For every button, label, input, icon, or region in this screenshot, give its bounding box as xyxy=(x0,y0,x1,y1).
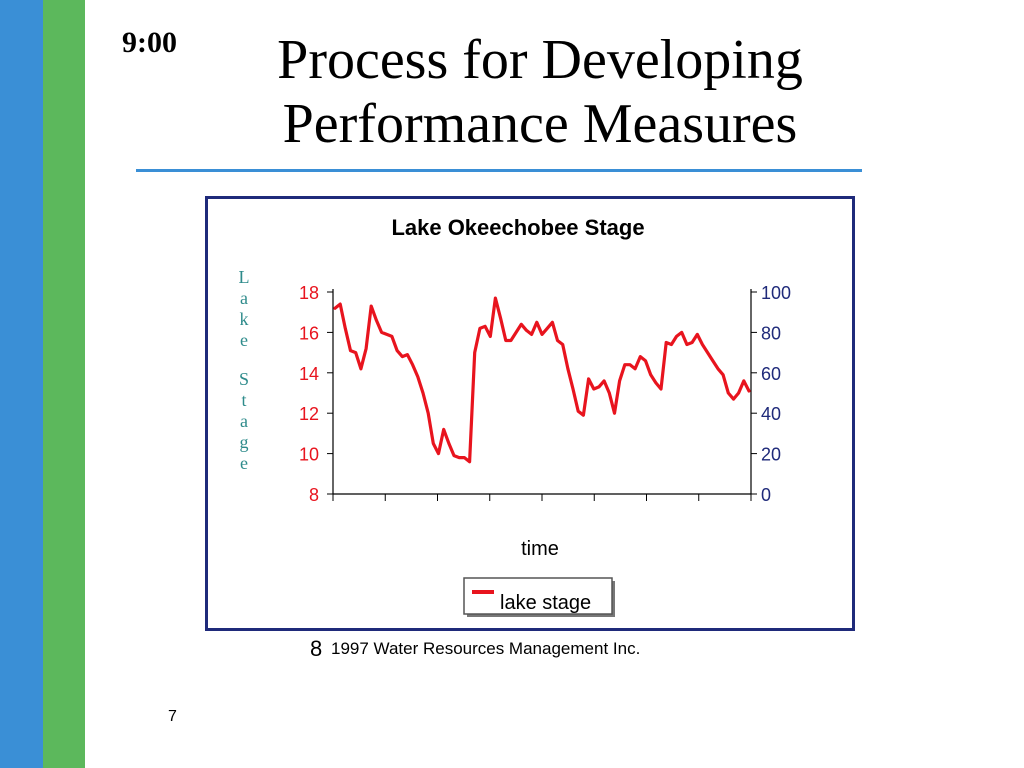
right-tick-label: 0 xyxy=(761,485,771,505)
y-axis-label-letter: L xyxy=(239,267,250,287)
left-tick-label: 16 xyxy=(299,323,319,343)
left-tick-label: 8 xyxy=(309,485,319,505)
y-axis-label-letter: t xyxy=(241,390,246,410)
legend-box xyxy=(463,577,613,615)
y-axis-label-letter: a xyxy=(240,288,248,308)
left-tick-label: 12 xyxy=(299,404,319,424)
left-tick-label: 14 xyxy=(299,364,319,384)
right-tick-label: 40 xyxy=(761,404,781,424)
left-accent-stripe-blue xyxy=(0,0,43,768)
y-axis-label-letter: S xyxy=(239,369,249,389)
chart-legend: lake stage xyxy=(463,577,615,617)
left-accent-stripe-green xyxy=(43,0,85,768)
right-tick-label: 20 xyxy=(761,445,781,465)
chart-axes xyxy=(332,289,752,501)
slide-title: Process for Developing Performance Measu… xyxy=(200,28,880,156)
y-axis-label-letter: k xyxy=(240,309,249,329)
time-label: 9:00 xyxy=(122,26,177,59)
slide-title-line-1: Process for Developing xyxy=(277,29,803,91)
copyright-notice: 8 1997 Water Resources Management Inc. xyxy=(310,636,640,662)
title-underline xyxy=(136,169,862,172)
y-axis-label-letter: e xyxy=(240,330,248,350)
right-tick-label: 80 xyxy=(761,323,781,343)
slide-number: 7 xyxy=(168,708,177,725)
y-axis-label-letter: a xyxy=(240,411,248,431)
copyright-text: 1997 Water Resources Management Inc. xyxy=(330,639,641,658)
chart-title: Lake Okeechobee Stage xyxy=(391,215,644,240)
copyright-symbol: 8 xyxy=(310,636,323,661)
slide-title-line-2: Performance Measures xyxy=(282,93,798,155)
right-tick-label: 60 xyxy=(761,364,781,384)
legend-label: lake stage xyxy=(500,592,591,614)
left-tick-label: 18 xyxy=(299,283,319,303)
series-line-lake-stage xyxy=(333,296,751,464)
x-axis-label: time xyxy=(521,538,559,560)
series-group xyxy=(333,296,751,464)
left-tick-label: 10 xyxy=(299,445,319,465)
y-axis-label-letter: g xyxy=(240,432,249,452)
left-y-ticks: 8 10 12 14 16 18 xyxy=(299,283,333,505)
right-tick-label: 100 xyxy=(761,283,791,303)
right-y-ticks: 0 20 40 60 80 100 xyxy=(751,283,791,505)
y-axis-label-letter: e xyxy=(240,453,248,473)
